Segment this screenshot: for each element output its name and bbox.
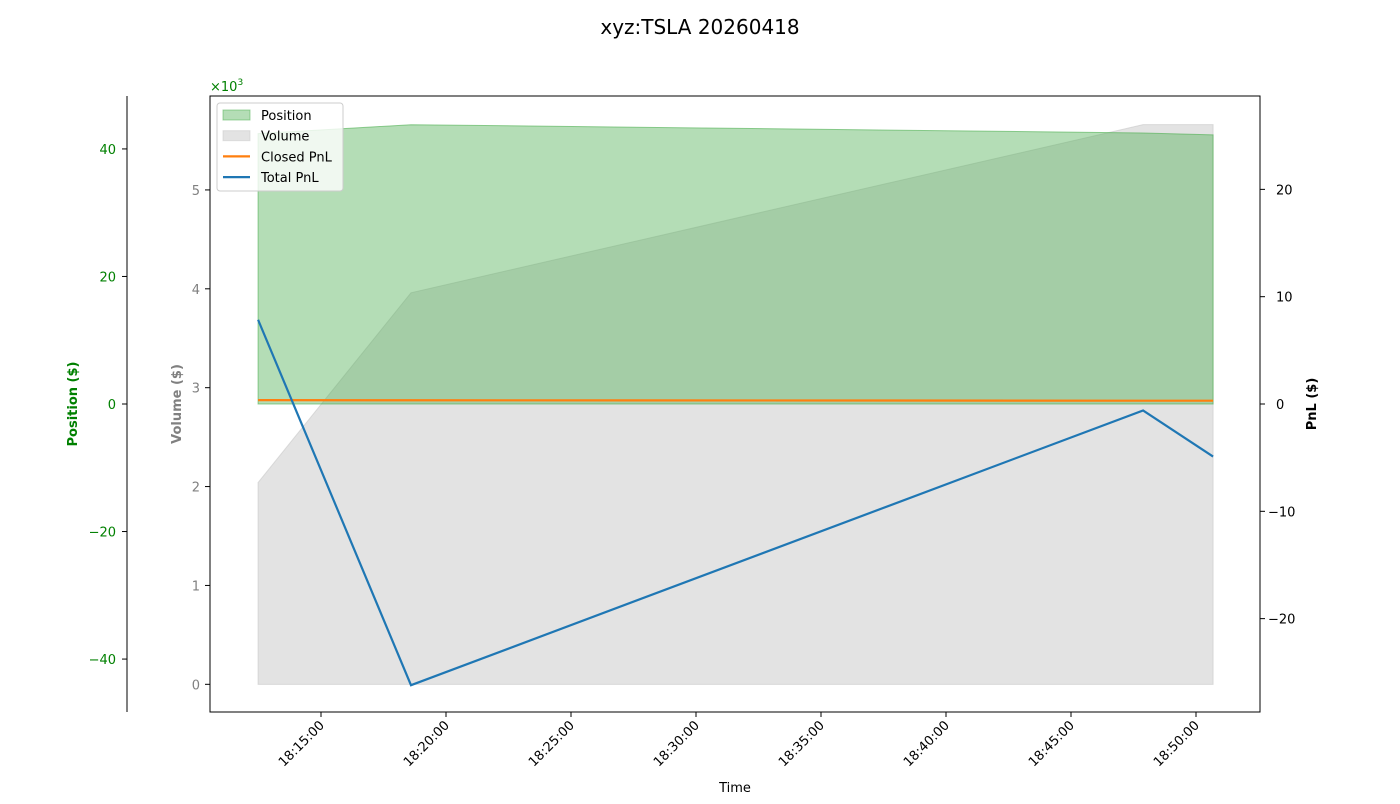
legend-label: Volume: [261, 130, 309, 145]
pnl-tick-label: 10: [1276, 291, 1293, 306]
legend-box: [216, 102, 344, 192]
position-tick-label: 20: [99, 270, 116, 285]
volume-tick-label: 2: [192, 481, 200, 496]
volume-tick-label: 4: [192, 283, 200, 298]
pnl-axis-label: PnL ($): [1305, 378, 1320, 431]
volume-tick-label: 5: [192, 184, 200, 199]
legend-label: Closed PnL: [261, 150, 333, 165]
x-tick-label: 18:30:00: [651, 718, 703, 770]
position-tick-label: 40: [99, 143, 116, 158]
x-tick-label: 18:15:00: [276, 718, 328, 770]
x-tick-label: 18:40:00: [901, 718, 953, 770]
pnl-tick-label: −10: [1268, 505, 1295, 520]
x-tick-label: 18:25:00: [526, 718, 578, 770]
pnl-tick-label: 0: [1276, 398, 1284, 413]
volume-tick-label: 3: [192, 382, 200, 397]
position-tick-label: −40: [89, 653, 116, 668]
legend-swatch-volume: [222, 130, 251, 142]
x-tick-label: 18:20:00: [401, 718, 453, 770]
position-tick-label: 0: [108, 398, 116, 413]
x-tick-label: 18:45:00: [1026, 718, 1078, 770]
pnl-tick-label: 20: [1276, 183, 1293, 198]
line-total-pnl: [257, 319, 1214, 687]
x-tick-label: 18:35:00: [776, 718, 828, 770]
line-closed-pnl: [258, 399, 1214, 402]
volume-axis-label: Volume ($): [170, 364, 185, 444]
position-axis-label: Position ($): [66, 362, 81, 447]
position-tick-label: −20: [89, 526, 116, 541]
x-axis-label: Time: [718, 781, 751, 796]
volume-tick-label: 0: [192, 678, 200, 693]
legend-swatch-position: [222, 109, 251, 121]
pnl-tick-label: −20: [1268, 613, 1295, 628]
area-position: [257, 124, 1214, 405]
volume-tick-label: 1: [192, 579, 200, 594]
x-tick-label: 18:50:00: [1151, 718, 1203, 770]
legend-label: Position: [261, 109, 312, 124]
legend-label: Total PnL: [260, 171, 319, 186]
volume-multiplier: ×103: [210, 78, 243, 95]
legend: Position Volume Closed PnL Total PnL: [216, 102, 344, 192]
chart-title: xyz:TSLA 20260418: [600, 15, 799, 39]
